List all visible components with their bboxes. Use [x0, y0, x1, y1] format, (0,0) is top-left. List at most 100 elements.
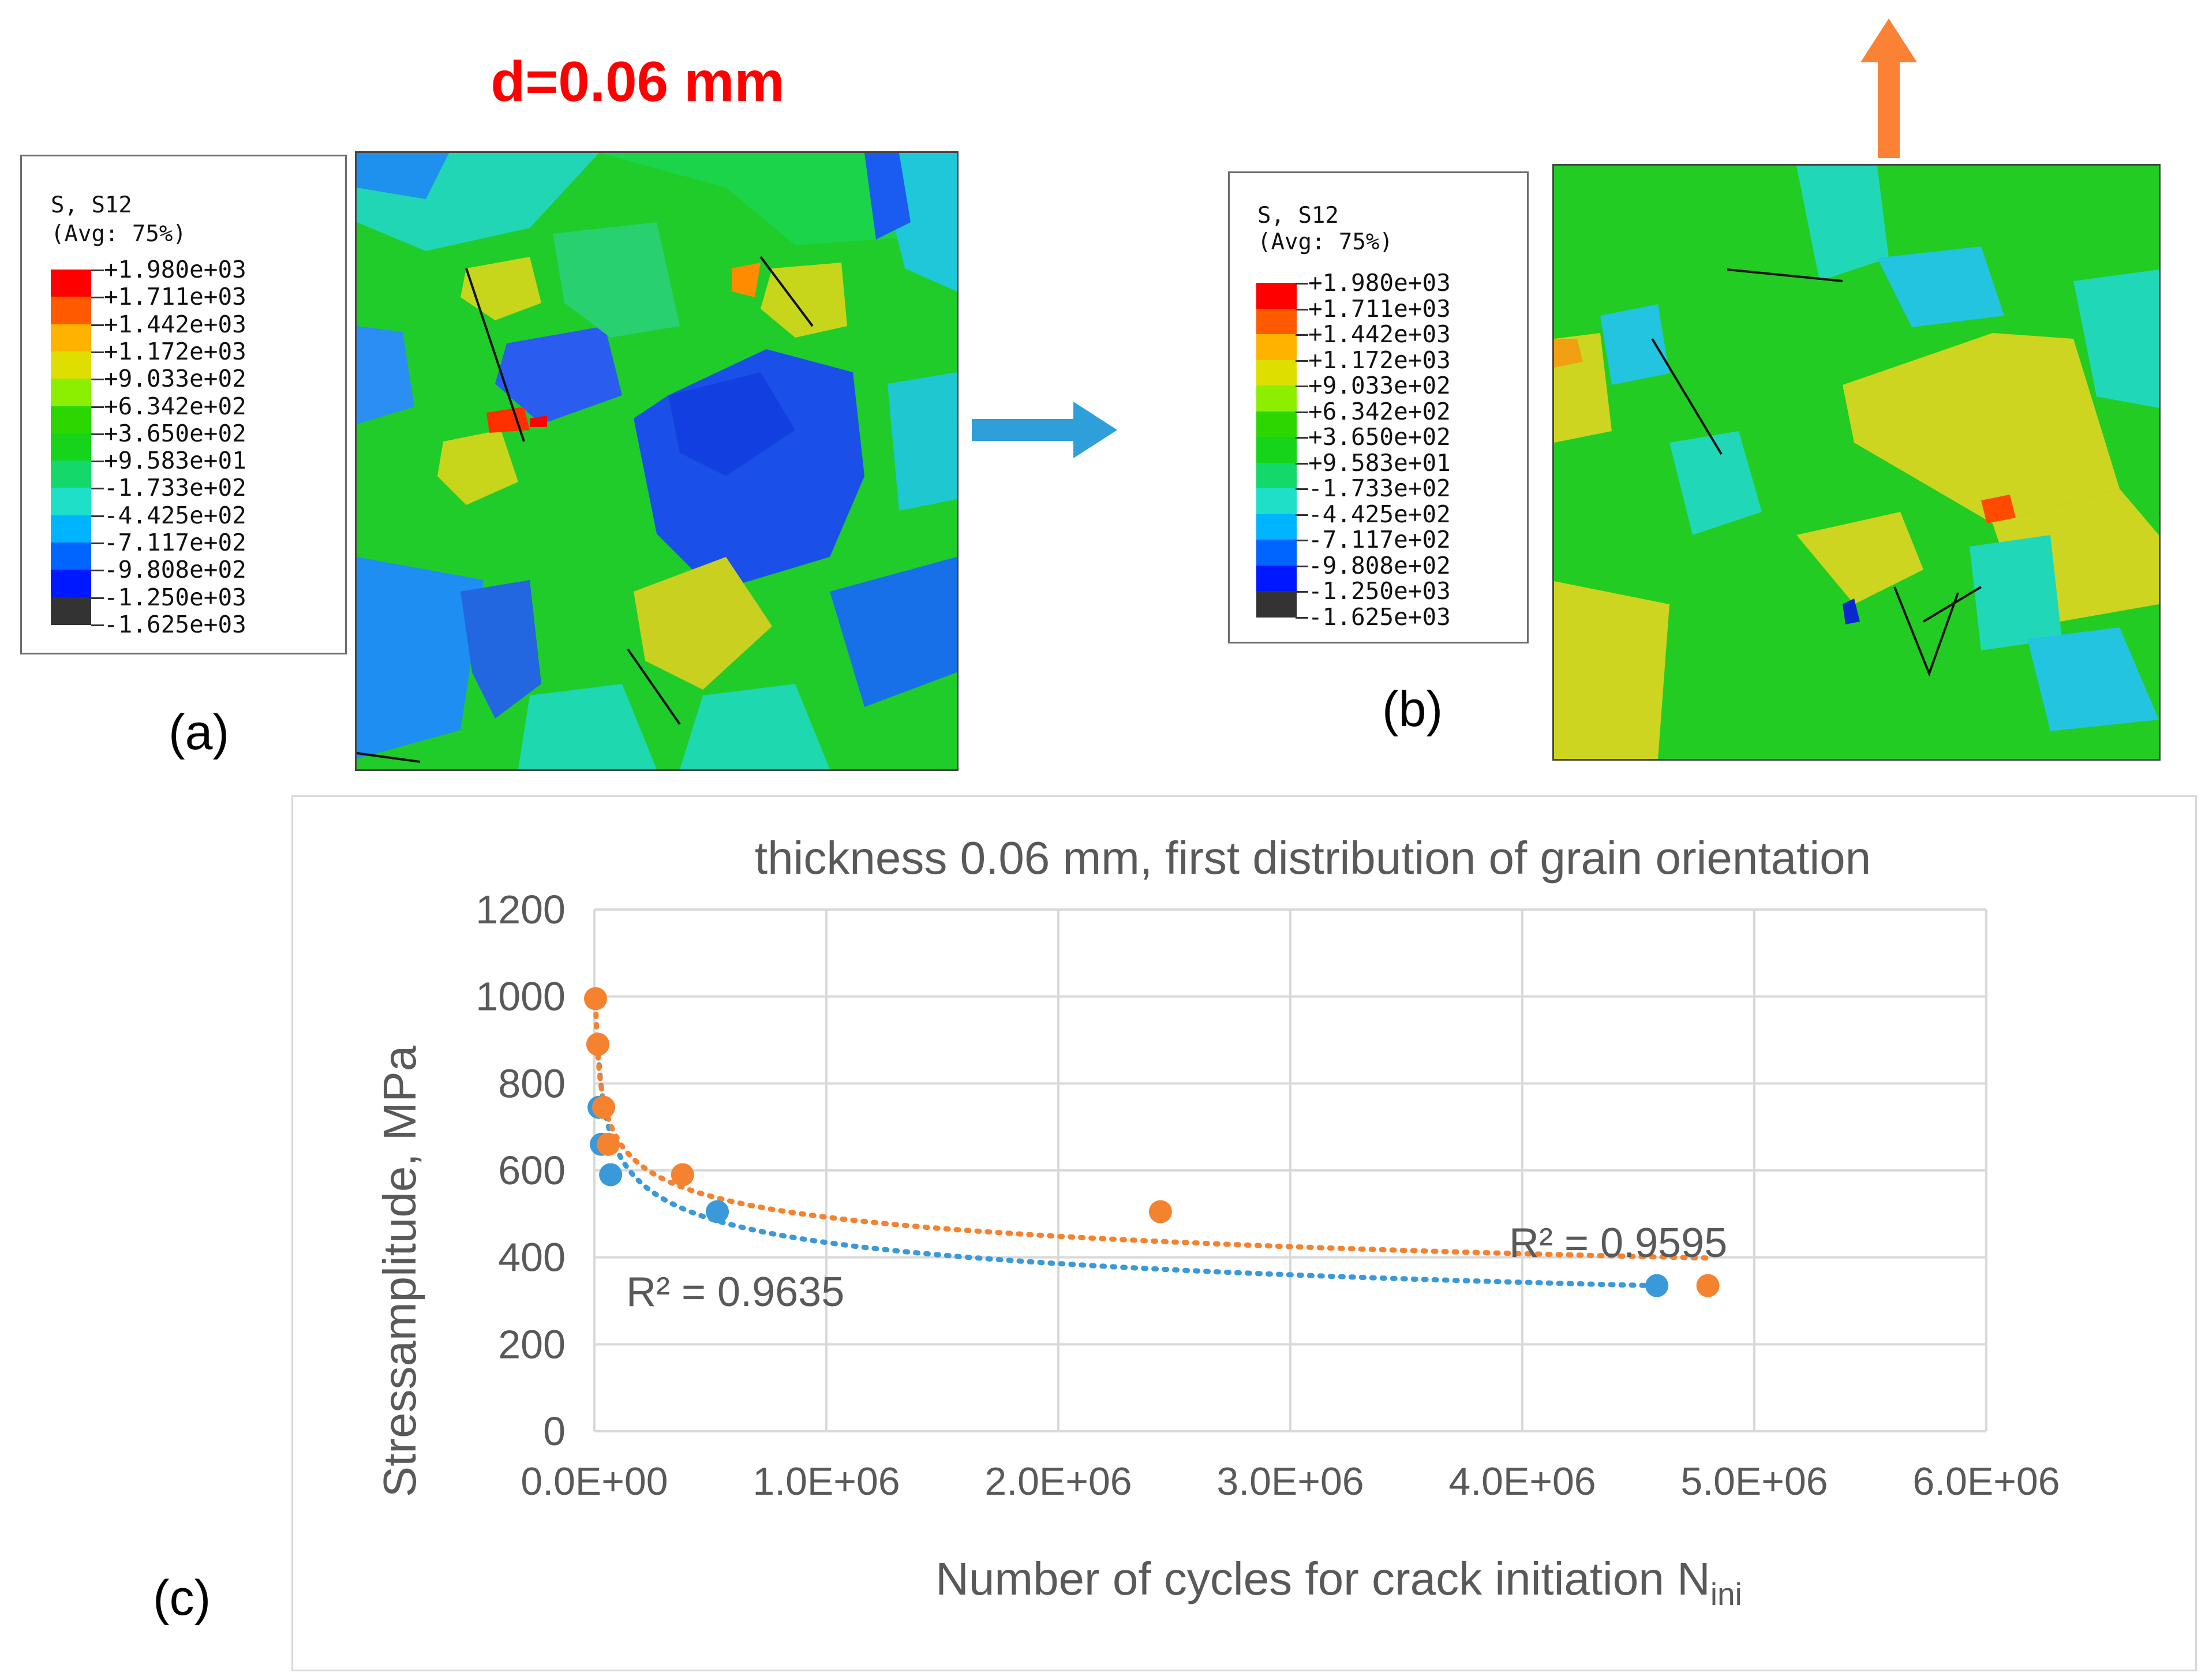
data-points	[584, 987, 1720, 1297]
x-tick-label: 2.0E+06	[984, 1460, 1132, 1503]
legend-swatch	[51, 515, 91, 543]
legend-swatch	[1256, 283, 1297, 309]
legend-swatch	[1256, 591, 1297, 618]
legend-swatch	[51, 351, 91, 380]
sn-chart: thickness 0.06 mm, first distribution of…	[374, 832, 2060, 1612]
legend-value: +1.442e+03	[104, 310, 246, 338]
data-point-series-orange	[1148, 1200, 1172, 1223]
legend-value: -1.625e+03	[104, 610, 246, 638]
legend-value: +1.172e+03	[104, 337, 246, 365]
legend-value: +6.342e+02	[1308, 397, 1451, 425]
legend-swatch	[1256, 488, 1297, 515]
legend-value: +1.711e+03	[1308, 294, 1451, 323]
legend-value: -9.808e+02	[104, 556, 246, 584]
trendline-series-blue	[595, 1041, 1660, 1289]
panel-label-c: (c)	[153, 1570, 211, 1626]
stress-contour-b	[1554, 166, 2159, 759]
legend-tick	[1296, 514, 1308, 516]
panel-label-a: (a)	[169, 705, 230, 760]
legend-tick	[1296, 540, 1308, 541]
legend-swatch	[51, 433, 91, 462]
trendlines	[593, 990, 1711, 1289]
arrow-right-icon	[972, 402, 1117, 458]
legend-value: -9.808e+02	[1308, 551, 1451, 579]
heading-grain-size: d=0.06 mm	[491, 50, 785, 113]
y-tick-label: 800	[498, 1061, 566, 1106]
x-tick-label: 6.0E+06	[1912, 1460, 2060, 1503]
legend-tick	[91, 515, 104, 517]
data-point-series-blue	[1645, 1274, 1669, 1297]
legend-tick	[91, 461, 104, 463]
legend-a: S, S12 (Avg: 75%) +1.980e+03 +1.711e+03 +1…	[20, 155, 347, 654]
legend-value: +9.033e+02	[1308, 372, 1451, 399]
x-axis-label-subscript: ini	[1710, 1576, 1742, 1612]
legend-subtitle: (Avg: 75%)	[1257, 229, 1393, 255]
legend-value: -4.425e+02	[104, 501, 246, 529]
y-axis-label: Stressamplitude, MPa	[374, 1045, 425, 1497]
legend-tick	[91, 624, 104, 626]
legend-title: S, S12	[1257, 203, 1339, 229]
legend-b: S, S12 (Avg: 75%) +1.980e+03 +1.711e+03 +1…	[1228, 171, 1529, 643]
stress-contour-a	[357, 153, 957, 769]
y-tick-label: 200	[498, 1322, 566, 1367]
stress-map-b	[1552, 164, 2161, 761]
r2-label-blue: R² = 0.9635	[626, 1269, 844, 1315]
legend-value: -7.117e+02	[1308, 526, 1451, 553]
data-point-series-orange	[584, 987, 608, 1011]
legend-swatch	[51, 542, 91, 571]
data-point-series-orange	[592, 1095, 616, 1119]
legend-value: +3.650e+02	[104, 419, 246, 447]
legend-tick	[91, 406, 104, 408]
legend-value: -4.425e+02	[1308, 500, 1451, 528]
legend-swatch	[1256, 308, 1297, 335]
legend-tick	[1296, 386, 1308, 387]
x-tick-label: 5.0E+06	[1680, 1460, 1828, 1503]
legend-value: -1.733e+02	[1308, 474, 1451, 502]
x-axis-label: Number of cycles for crack initiation Ni…	[935, 1553, 1742, 1612]
legend-swatch	[1256, 514, 1297, 540]
data-point-series-orange	[1696, 1274, 1720, 1297]
legend-tick	[91, 570, 104, 572]
legend-value: -1.250e+03	[1308, 577, 1451, 605]
legend-swatch	[1256, 462, 1297, 489]
legend-value: +9.033e+02	[104, 365, 246, 393]
legend-tick	[91, 324, 104, 326]
y-tick-label: 0	[543, 1409, 566, 1454]
legend-tick	[1296, 437, 1308, 439]
legend-value: +9.583e+01	[1308, 448, 1451, 477]
legend-swatch	[1256, 411, 1297, 437]
r2-label-orange: R² = 0.9595	[1509, 1220, 1727, 1266]
legend-tick	[1296, 308, 1308, 310]
legend-value: +1.980e+03	[1308, 269, 1451, 297]
data-point-series-blue	[599, 1163, 623, 1187]
trendline-series-orange	[593, 990, 1711, 1261]
legend-value: +9.583e+01	[104, 447, 246, 475]
y-tick-label: 400	[498, 1235, 566, 1280]
data-point-series-blue	[706, 1200, 729, 1223]
grid	[593, 908, 1987, 1432]
data-point-series-orange	[586, 1032, 610, 1056]
panel-label-b: (b)	[1382, 682, 1443, 737]
stress-map-a	[355, 151, 959, 771]
legend-swatch	[51, 324, 91, 352]
legend-tick	[1296, 462, 1308, 465]
legend-swatch	[1256, 565, 1297, 592]
legend-tick	[1296, 411, 1308, 413]
legend-swatch	[51, 570, 91, 598]
chart-title: thickness 0.06 mm, first distribution of…	[755, 832, 1871, 884]
arrow-up-icon	[1860, 18, 1917, 158]
x-tick-label: 1.0E+06	[753, 1460, 900, 1503]
legend-tick	[91, 597, 104, 599]
data-point-series-orange	[597, 1132, 620, 1156]
legend-tick	[1296, 283, 1308, 285]
legend-swatch	[51, 379, 91, 407]
legend-swatch	[1256, 360, 1297, 386]
legend-swatch	[1256, 437, 1297, 463]
legend-tick	[91, 379, 104, 381]
legend-tick	[1296, 488, 1308, 490]
legend-tick	[1296, 591, 1308, 593]
legend-swatch	[51, 270, 91, 298]
tick-labels: 0 200 400 600 800 1000 1200 0.0E+00 1.0E+06 2.0E+…	[476, 887, 2060, 1503]
legend-subtitle: (Avg: 75%)	[51, 221, 186, 247]
legend-value: -1.250e+03	[104, 583, 246, 611]
